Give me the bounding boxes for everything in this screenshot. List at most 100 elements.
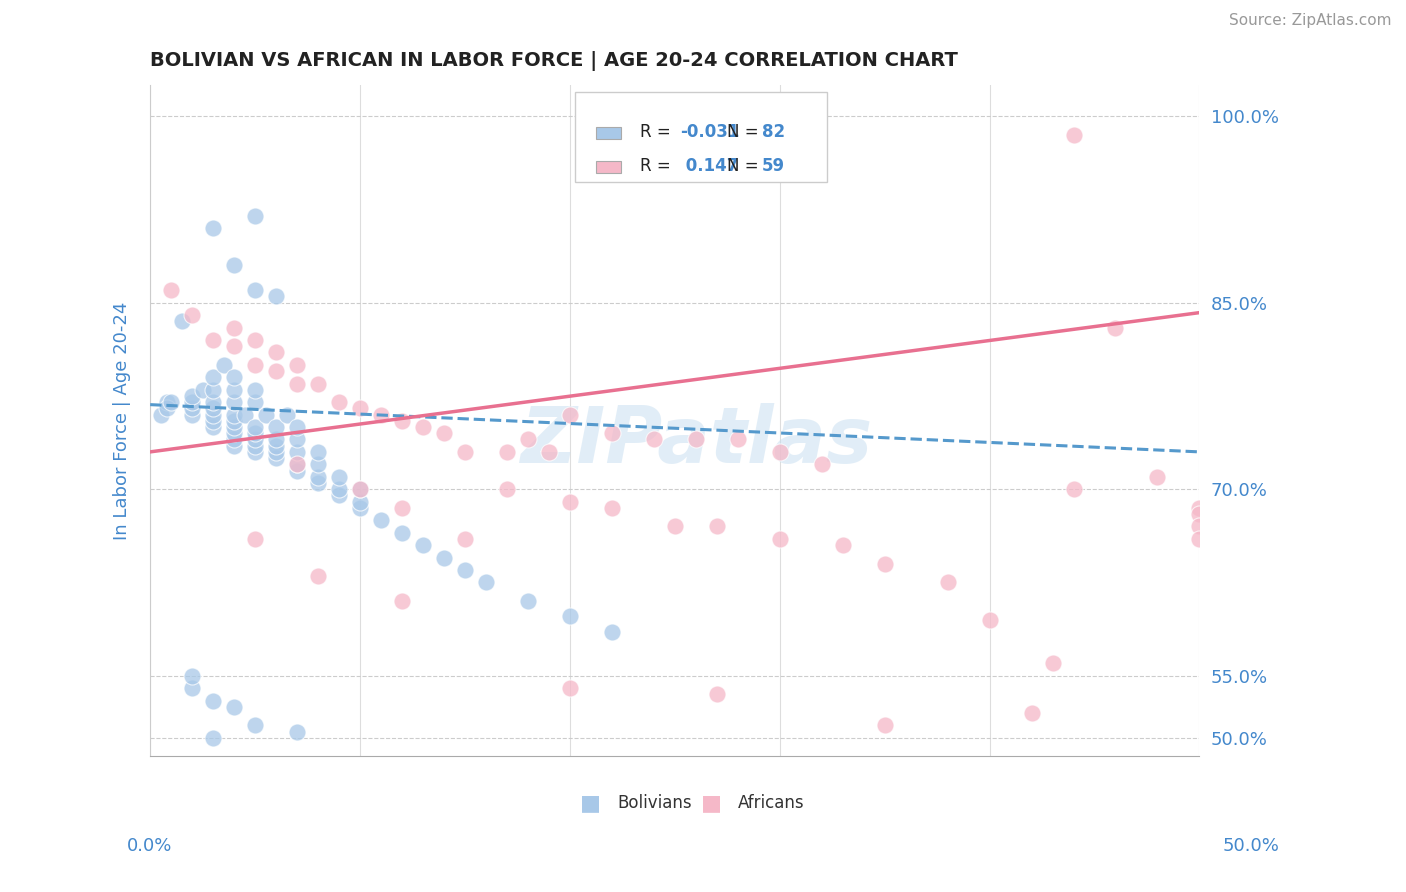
Point xyxy=(349,482,371,496)
Point xyxy=(202,395,225,409)
Point xyxy=(285,724,308,739)
Point xyxy=(558,408,581,422)
Point xyxy=(537,445,560,459)
Point xyxy=(254,408,277,422)
FancyBboxPatch shape xyxy=(596,127,620,139)
Text: 82: 82 xyxy=(762,123,785,141)
Point xyxy=(307,445,329,459)
Point xyxy=(831,538,853,552)
Point xyxy=(264,420,287,434)
Point xyxy=(264,433,287,447)
Point xyxy=(202,370,225,384)
Point xyxy=(224,433,246,447)
Point xyxy=(1063,128,1085,142)
Point xyxy=(156,401,179,416)
Point xyxy=(1042,657,1064,671)
Text: ■: ■ xyxy=(702,794,723,814)
Point xyxy=(224,395,246,409)
Point xyxy=(285,376,308,391)
Point xyxy=(391,525,413,540)
Point xyxy=(979,613,1001,627)
Text: ■: ■ xyxy=(581,794,602,814)
Point xyxy=(516,594,538,608)
Point xyxy=(243,209,266,223)
Point xyxy=(370,513,392,527)
Point xyxy=(285,420,308,434)
Point xyxy=(1021,706,1043,720)
Point xyxy=(391,594,413,608)
Point xyxy=(873,718,896,732)
Point xyxy=(285,464,308,478)
Point xyxy=(233,408,256,422)
Point xyxy=(706,519,728,533)
Point xyxy=(412,538,434,552)
Point xyxy=(202,420,225,434)
Text: R =: R = xyxy=(640,123,676,141)
Point xyxy=(475,575,498,590)
Point xyxy=(212,358,235,372)
Point xyxy=(769,445,792,459)
Point xyxy=(307,458,329,472)
Point xyxy=(224,439,246,453)
Point xyxy=(264,451,287,466)
Y-axis label: In Labor Force | Age 20-24: In Labor Force | Age 20-24 xyxy=(114,301,131,540)
Point xyxy=(664,519,686,533)
Point xyxy=(243,358,266,372)
Point xyxy=(202,693,225,707)
Point xyxy=(264,289,287,303)
Point xyxy=(224,370,246,384)
FancyBboxPatch shape xyxy=(596,161,620,173)
Point xyxy=(243,283,266,297)
Point xyxy=(1188,500,1211,515)
Point xyxy=(243,718,266,732)
Point xyxy=(243,426,266,441)
Point xyxy=(1188,532,1211,546)
Point xyxy=(349,401,371,416)
Point xyxy=(156,395,179,409)
Point xyxy=(202,414,225,428)
Point xyxy=(224,383,246,397)
Point xyxy=(600,625,623,640)
Point xyxy=(516,433,538,447)
Point xyxy=(873,557,896,571)
Point xyxy=(496,445,519,459)
Point xyxy=(349,494,371,508)
Text: 50.0%: 50.0% xyxy=(1223,837,1279,855)
Point xyxy=(264,439,287,453)
Point xyxy=(243,433,266,447)
Point xyxy=(307,376,329,391)
Point xyxy=(454,445,477,459)
Point xyxy=(412,420,434,434)
Text: N =: N = xyxy=(727,157,763,176)
Point xyxy=(224,339,246,353)
Point xyxy=(558,609,581,624)
Point xyxy=(328,469,350,483)
Point xyxy=(1063,482,1085,496)
Point xyxy=(243,333,266,347)
Point xyxy=(181,308,204,322)
Point xyxy=(285,445,308,459)
Point xyxy=(202,731,225,745)
Point xyxy=(285,458,308,472)
Point xyxy=(160,283,183,297)
Point xyxy=(285,433,308,447)
Point xyxy=(769,532,792,546)
Point xyxy=(202,383,225,397)
Point xyxy=(433,426,456,441)
Point xyxy=(202,401,225,416)
Point xyxy=(243,395,266,409)
Point xyxy=(370,408,392,422)
Point xyxy=(328,395,350,409)
Point xyxy=(264,445,287,459)
Point xyxy=(307,469,329,483)
Point xyxy=(181,681,204,695)
Text: Bolivians: Bolivians xyxy=(617,795,692,813)
Point xyxy=(224,699,246,714)
Point xyxy=(307,569,329,583)
Point xyxy=(349,482,371,496)
Point xyxy=(224,408,246,422)
Point xyxy=(685,433,707,447)
Text: R =: R = xyxy=(640,157,676,176)
Text: 0.0%: 0.0% xyxy=(127,837,172,855)
Text: 0.147: 0.147 xyxy=(681,157,738,176)
